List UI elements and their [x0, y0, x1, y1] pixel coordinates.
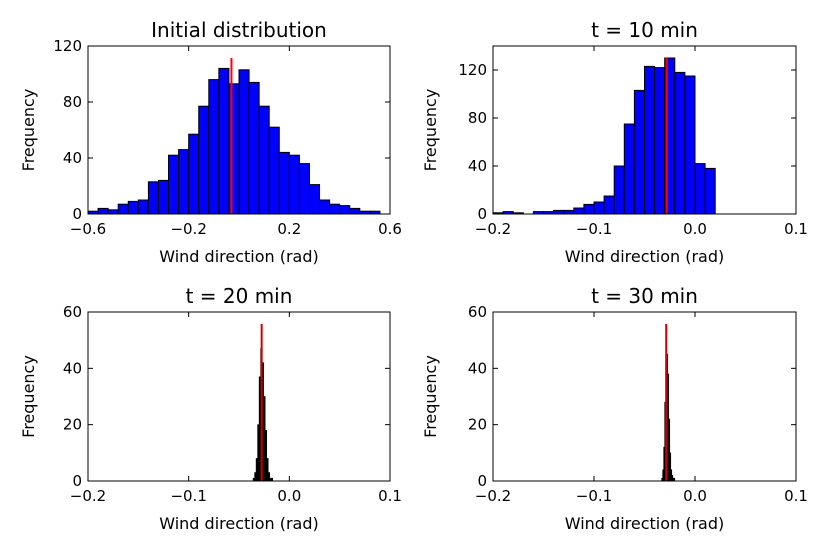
y-tick-label: 20: [63, 416, 82, 434]
x-tick-label: −0.6: [70, 220, 106, 238]
histogram-bar: [168, 154, 180, 215]
x-tick-label: 0.0: [683, 487, 707, 505]
histogram-bar: [208, 79, 220, 215]
subplot-title: t = 20 min: [186, 284, 293, 308]
x-tick-label: −0.2: [70, 487, 106, 505]
x-tick-label: 0.0: [683, 220, 707, 238]
subplot-title: Initial distribution: [151, 18, 327, 42]
y-tick-label: 0: [477, 472, 487, 490]
x-tick-label: −0.2: [170, 220, 206, 238]
histogram-bar: [147, 181, 159, 215]
histogram-bar: [97, 207, 109, 215]
histogram-bar: [553, 209, 565, 215]
histogram-bar: [117, 203, 129, 215]
x-tick-label: 0.2: [277, 220, 301, 238]
x-tick-label: −0.2: [475, 487, 511, 505]
y-tick-label: 80: [468, 109, 487, 127]
y-tick-label: 40: [468, 359, 487, 377]
y-tick-label: 0: [72, 472, 82, 490]
histogram-bar: [623, 123, 635, 215]
plot-frame: [87, 45, 391, 215]
histogram-bar: [583, 203, 595, 215]
subplot-2: −0.2 −0.1 0.0 0.1 0 40 80 120 t = 10 min Wind dir…: [421, 18, 808, 266]
histogram-bar: [613, 165, 625, 215]
x-tick-label: 0.6: [378, 220, 402, 238]
histogram-bar: [349, 207, 361, 215]
x-tick-label: −0.1: [170, 487, 206, 505]
histogram-bar: [258, 105, 270, 215]
plot-frame: [492, 311, 797, 482]
y-axis-label: Frequency: [19, 355, 38, 438]
y-tick-label: 40: [63, 149, 82, 167]
y-tick-label: 0: [72, 205, 82, 223]
histogram-bar: [704, 167, 716, 215]
subplot-title: t = 10 min: [591, 18, 698, 42]
histogram-bar: [644, 65, 656, 215]
y-tick-label: 40: [63, 359, 82, 377]
x-tick-label: 0.1: [378, 487, 402, 505]
y-tick-label: 20: [468, 416, 487, 434]
y-tick-label: 60: [468, 303, 487, 321]
histogram-bar: [107, 209, 119, 215]
x-axis-label: Wind direction (rad): [565, 247, 725, 266]
x-tick-label: 0.1: [784, 487, 808, 505]
plot-frame: [492, 45, 797, 215]
histogram-bar: [278, 151, 290, 215]
y-tick-label: 0: [477, 205, 487, 223]
histogram-bar: [248, 81, 260, 215]
histogram-bar: [188, 133, 200, 215]
x-axis-label: Wind direction (rad): [159, 247, 319, 266]
histogram-bar: [633, 89, 646, 215]
histogram-bar: [127, 200, 139, 215]
subplot-3: −0.2 −0.1 0.0 0.1 0 20 40 60 t = 20 min Wind dire…: [19, 284, 402, 533]
histogram-bar: [288, 154, 300, 215]
histogram-bar: [563, 209, 575, 215]
y-tick-label: 120: [458, 61, 487, 79]
histogram-bar: [198, 105, 210, 215]
histogram-bar: [319, 199, 331, 215]
x-tick-label: −0.2: [475, 220, 511, 238]
x-tick-label: −0.1: [576, 487, 612, 505]
histogram-bar: [573, 207, 585, 215]
x-tick-label: 0.0: [277, 487, 301, 505]
histogram-bar: [684, 75, 696, 215]
histogram-bar: [654, 67, 666, 215]
x-tick-label: −0.1: [576, 220, 612, 238]
histogram-bar: [694, 163, 706, 215]
histogram-bar: [674, 71, 686, 215]
subplot-4: −0.2 −0.1 0.0 0.1 0 20 40 60 t = 30 min Wind dire…: [421, 284, 808, 533]
histogram-bar: [339, 205, 351, 215]
histogram-bar: [329, 203, 341, 215]
x-tick-label: 0.1: [784, 220, 808, 238]
x-axis-label: Wind direction (rad): [159, 514, 319, 533]
histogram-bar: [137, 199, 149, 215]
y-axis-label: Frequency: [421, 89, 440, 172]
y-tick-label: 120: [53, 37, 82, 55]
histogram-bar: [268, 126, 280, 215]
x-axis-label: Wind direction (rad): [565, 514, 725, 533]
y-axis-label: Frequency: [421, 355, 440, 438]
y-tick-label: 80: [63, 93, 82, 111]
y-tick-label: 40: [468, 157, 487, 175]
histogram-bar: [218, 67, 230, 215]
subplot-1: −0.6 −0.2 0.2 0.6 0 40 80 120 Initial distributi…: [19, 18, 402, 266]
plot-frame: [87, 311, 391, 482]
histogram-bar: [603, 195, 615, 215]
histogram-bar: [157, 179, 170, 215]
histogram-bar: [238, 69, 250, 215]
histogram-bar: [308, 184, 321, 215]
histogram-bar: [593, 201, 605, 215]
subplot-title: t = 30 min: [591, 284, 698, 308]
histogram-bar: [178, 149, 190, 215]
histogram-bar: [298, 163, 310, 215]
y-tick-label: 60: [63, 303, 82, 321]
y-axis-label: Frequency: [19, 89, 38, 172]
histogram-bar: [228, 83, 240, 215]
